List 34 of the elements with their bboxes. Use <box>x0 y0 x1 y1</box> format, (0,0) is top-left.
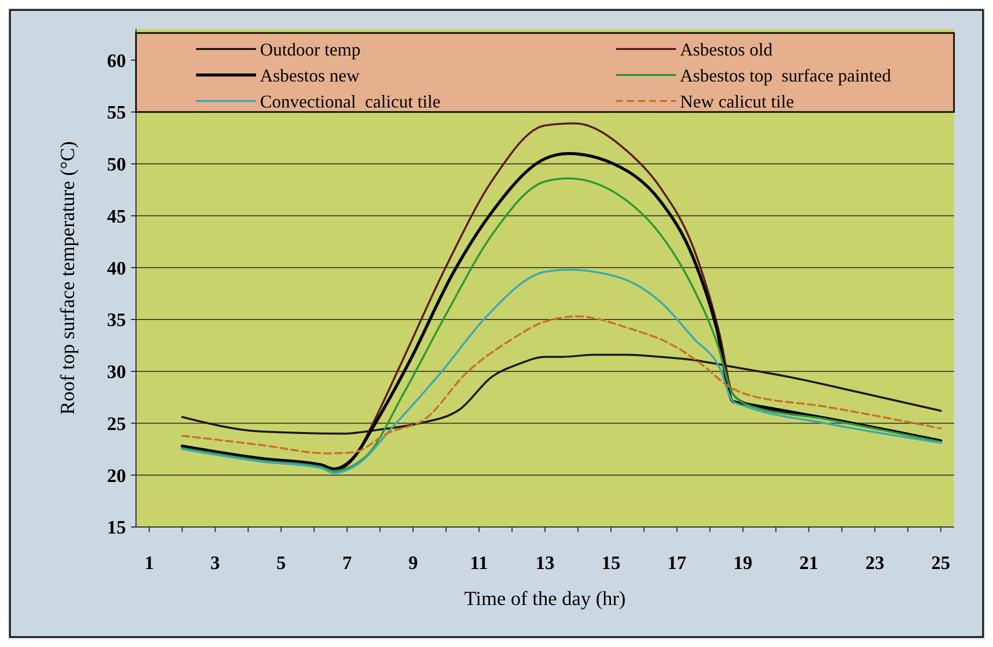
legend-label: New calicut tile <box>680 91 794 112</box>
line-series <box>181 315 942 454</box>
line-series <box>181 354 942 435</box>
legend-label: Asbestos new <box>260 65 360 86</box>
x-tick-label: 21 <box>799 553 818 574</box>
y-tick-label: 55 <box>107 102 126 124</box>
y-tick-label: 60 <box>107 50 126 72</box>
legend-label: Asbestos top surface painted <box>680 65 891 86</box>
x-tick-label: 23 <box>865 553 884 574</box>
x-tick-label: 25 <box>931 553 950 574</box>
y-tick-label: 35 <box>107 310 126 332</box>
x-tick-label: 15 <box>601 553 620 574</box>
y-tick-label: 50 <box>107 154 126 176</box>
x-tick-label: 5 <box>276 553 286 574</box>
y-tick-label: 25 <box>107 414 126 435</box>
x-tick-label: 17 <box>667 553 687 574</box>
x-tick-label: 9 <box>408 553 418 574</box>
y-tick-label: 20 <box>107 466 126 487</box>
x-tick-label: 13 <box>536 553 554 574</box>
legend-label: Outdoor temp <box>260 39 360 60</box>
x-tick-label: 7 <box>342 553 352 574</box>
line-series <box>181 268 942 474</box>
y-tick-label: 45 <box>107 206 126 228</box>
x-axis-title: Time of the day (hr) <box>464 588 626 610</box>
x-tick-label: 19 <box>733 553 752 574</box>
legend-label: Asbestos old <box>680 39 773 60</box>
y-tick-label: 40 <box>107 258 126 280</box>
x-tick-label: 3 <box>210 553 220 574</box>
legend-label: Convectional calicut tile <box>260 91 440 112</box>
y-tick-label: 15 <box>107 518 126 539</box>
y-tick-label: 30 <box>107 362 126 384</box>
y-axis-title: Roof top surface temperature (°C) <box>57 141 79 415</box>
x-tick-label: 1 <box>144 553 154 574</box>
x-tick-label: 11 <box>470 553 488 574</box>
